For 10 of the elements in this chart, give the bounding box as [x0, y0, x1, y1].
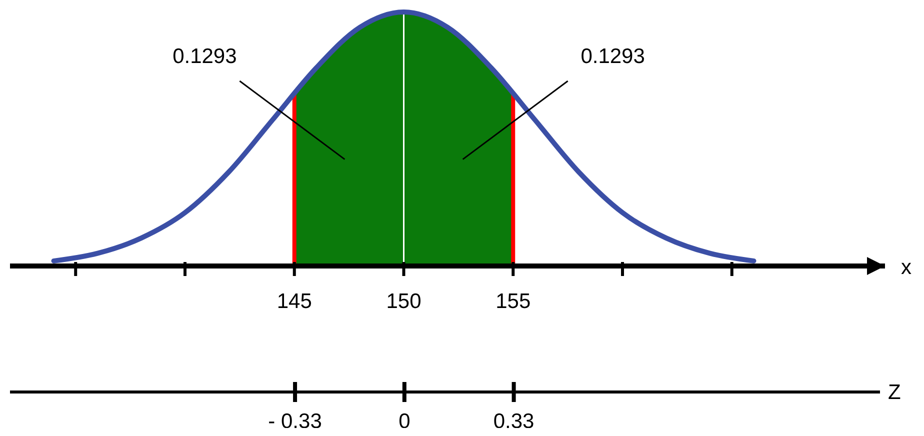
- x-tick-label: 155: [496, 290, 531, 313]
- x-tick-label: 150: [386, 290, 422, 313]
- x2-tick-label: 0.33: [493, 410, 534, 433]
- x2-tick-label: 0: [398, 410, 410, 433]
- annotation: 0.1293: [580, 45, 645, 68]
- x-axis-title: x: [901, 256, 912, 279]
- x-tick-label: 145: [276, 290, 312, 313]
- x2-tick-label: - 0.33: [268, 410, 322, 433]
- annotation: 0.1293: [172, 45, 237, 68]
- x2-axis-title: Z: [888, 381, 901, 404]
